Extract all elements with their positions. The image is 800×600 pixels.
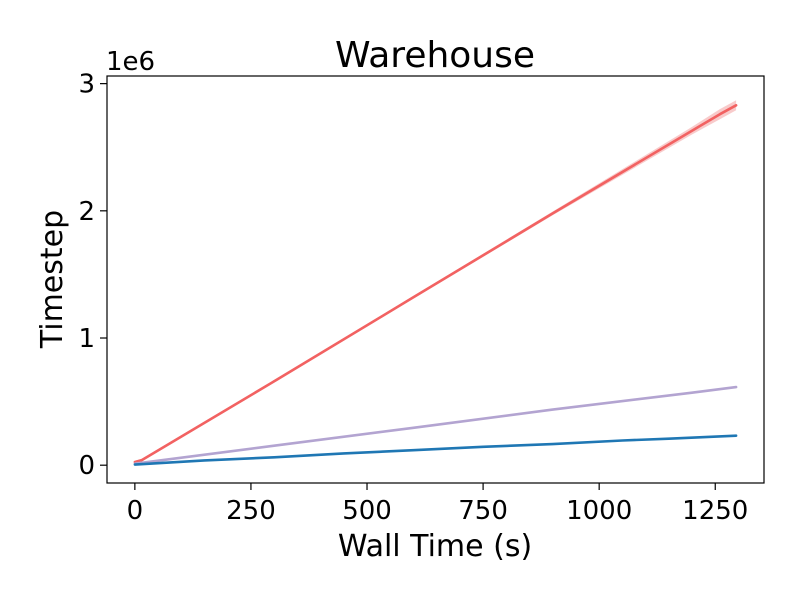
plot-area [133, 100, 738, 466]
y-tick-label: 1 [78, 324, 95, 354]
series-1-band [134, 100, 737, 464]
chart-title: Warehouse [335, 35, 535, 76]
x-axis-label: Wall Time (s) [338, 529, 532, 564]
x-tick-label: 1250 [682, 496, 748, 526]
y-tick-label: 0 [78, 451, 95, 481]
y-axis: 0 1 2 3 [78, 70, 107, 481]
x-tick-label: 1000 [566, 496, 632, 526]
y-offset-label: 1e6 [106, 47, 155, 77]
y-axis-label: Timestep [35, 210, 70, 349]
x-tick-label: 500 [342, 496, 392, 526]
y-tick-label: 3 [78, 70, 95, 100]
x-axis: 0 250 500 750 1000 1250 [127, 483, 748, 526]
series-1-line [133, 104, 738, 464]
plot-frame [106, 75, 765, 484]
x-tick-label: 0 [127, 496, 144, 526]
x-tick-label: 250 [226, 496, 276, 526]
y-tick-label: 2 [78, 197, 95, 227]
series-2-line [133, 385, 738, 466]
series-3-line [133, 434, 738, 466]
x-tick-label: 750 [458, 496, 508, 526]
